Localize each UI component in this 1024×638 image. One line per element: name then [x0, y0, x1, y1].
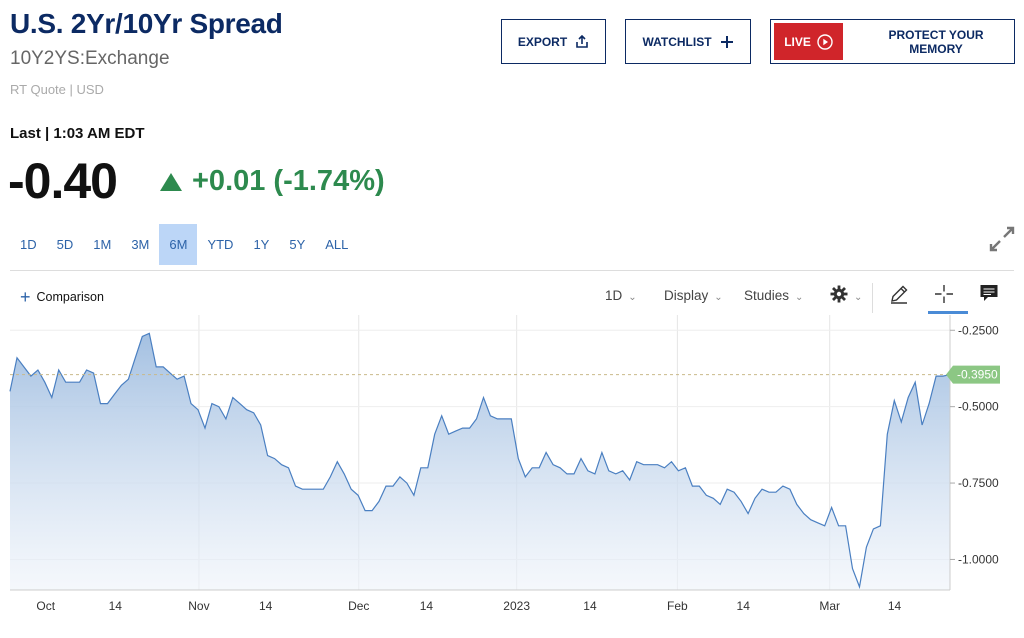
up-arrow-icon	[160, 172, 182, 191]
x-tick-label: 14	[583, 599, 597, 613]
comparison-label: Comparison	[36, 290, 104, 304]
display-label: Display	[664, 288, 709, 303]
spread-chart[interactable]: -0.2500 -0.5000 -0.7500 -1.0000 -0.3950 Oct 14…	[0, 315, 1024, 638]
play-icon	[817, 33, 833, 50]
studies-label: Studies	[744, 288, 790, 303]
range-1d[interactable]: 1D	[20, 237, 37, 252]
live-badge: LIVE	[774, 23, 844, 60]
price-change-value: +0.01 (-1.74%)	[192, 165, 385, 197]
chevron-down-icon: ⌄	[795, 292, 804, 303]
x-tick-label: Dec	[348, 599, 369, 613]
x-tick-label: 14	[420, 599, 434, 613]
range-3m[interactable]: 3M	[131, 237, 150, 252]
interval-label: 1D	[605, 288, 623, 303]
x-tick-label: Mar	[819, 599, 840, 613]
toolbar-separator	[872, 283, 873, 313]
series-area	[10, 333, 950, 590]
x-tick-label: 14	[888, 599, 902, 613]
interval-dropdown[interactable]: 1D ⌄	[605, 288, 637, 303]
page-title: U.S. 2Yr/10Yr Spread	[10, 8, 283, 39]
y-tick-label: -0.2500	[958, 323, 999, 337]
range-ytd[interactable]: YTD	[207, 237, 234, 252]
series-line	[9, 332, 951, 590]
live-button[interactable]: LIVE PROTECT YOUR MEMORY	[770, 19, 1015, 64]
comment-icon[interactable]	[979, 283, 999, 303]
plus-icon: +	[20, 287, 31, 307]
comparison-button[interactable]: + Comparison	[20, 287, 104, 307]
range-1y[interactable]: 1Y	[253, 237, 270, 252]
draw-pencil-icon[interactable]	[888, 283, 910, 305]
live-promo-label: PROTECT YOUR MEMORY	[888, 27, 984, 56]
y-tick-label: -0.7500	[958, 476, 999, 490]
range-5d[interactable]: 5D	[56, 237, 74, 252]
plus-icon	[720, 35, 734, 49]
expand-icon[interactable]	[988, 225, 1016, 253]
x-tick-label: 14	[109, 599, 123, 613]
studies-dropdown[interactable]: Studies ⌄	[744, 288, 803, 303]
x-tick-label: 2023	[503, 599, 530, 613]
price-change: +0.01 (-1.74%)	[160, 165, 385, 198]
x-tick-label: Oct	[36, 599, 55, 613]
range-selector: 1D 5D 1M 3M 6M YTD 1Y 5Y ALL	[10, 224, 358, 265]
x-tick-label: 14	[737, 599, 751, 613]
current-price-tag: -0.3950	[946, 365, 1000, 384]
chevron-down-icon: ⌄	[628, 292, 637, 303]
x-tick-label: Feb	[667, 599, 688, 613]
gear-icon	[830, 285, 848, 306]
chevron-down-icon: ⌄	[854, 292, 863, 303]
range-1m[interactable]: 1M	[93, 237, 112, 252]
x-tick-label: 14	[259, 599, 273, 613]
toolbar-divider	[10, 270, 1014, 271]
live-label: LIVE	[784, 34, 811, 49]
export-label: EXPORT	[517, 34, 568, 49]
last-price: -0.40	[8, 153, 118, 209]
current-price-label: -0.3950	[957, 368, 998, 382]
quote-meta: RT Quote | USD	[10, 82, 104, 97]
x-tick-label: Nov	[188, 599, 209, 613]
display-dropdown[interactable]: Display ⌄	[664, 288, 723, 303]
range-all[interactable]: ALL	[325, 237, 349, 252]
settings-dropdown[interactable]: ⌄	[830, 285, 862, 306]
y-tick-label: -0.5000	[958, 400, 999, 414]
range-6m[interactable]: 6M	[159, 224, 198, 265]
watchlist-button[interactable]: WATCHLIST	[625, 19, 751, 64]
export-icon	[575, 34, 589, 49]
y-tick-label: -1.0000	[958, 552, 999, 566]
watchlist-label: WATCHLIST	[642, 34, 712, 49]
range-5y[interactable]: 5Y	[289, 237, 306, 252]
crosshair-icon[interactable]	[933, 283, 955, 305]
chevron-down-icon: ⌄	[714, 292, 723, 303]
symbol-label: 10Y2YS:Exchange	[10, 48, 170, 69]
export-button[interactable]: EXPORT	[501, 19, 606, 64]
crosshair-active-indicator	[928, 311, 968, 314]
last-update-label: Last | 1:03 AM EDT	[10, 125, 145, 142]
